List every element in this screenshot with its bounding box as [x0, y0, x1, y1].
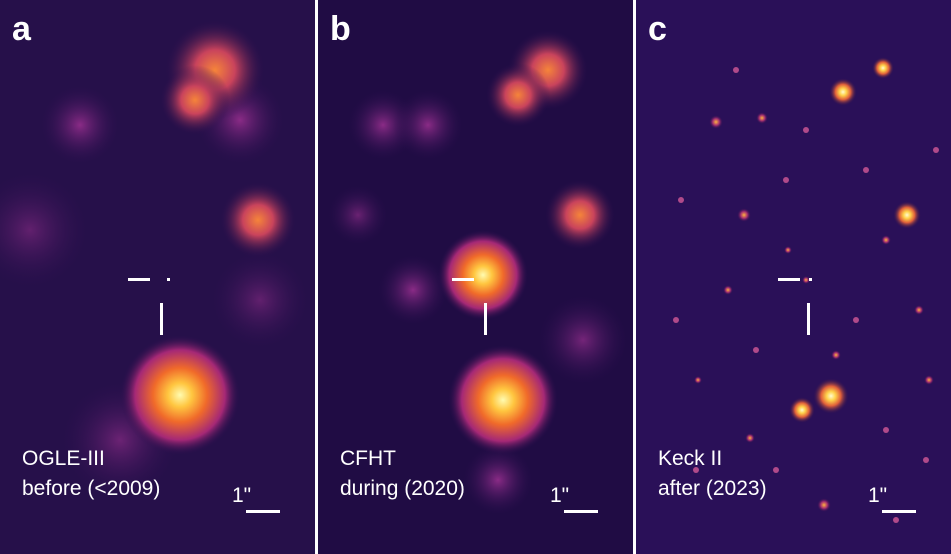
panel-letter-b: b	[330, 10, 351, 48]
scale-bar-a	[246, 510, 280, 513]
scale-label-b: 1"	[550, 484, 570, 507]
instrument-label-a: OGLE-III	[22, 447, 105, 470]
panel-caption-c: Keck II after (2023)	[658, 444, 767, 504]
instrument-label-b: CFHT	[340, 447, 396, 470]
panel-caption-b: CFHT during (2020)	[340, 444, 465, 504]
scale-bar-c	[882, 510, 916, 513]
panel-b-cfht: b CFHT during (2020) 1"	[318, 0, 633, 554]
scale-label-c: 1"	[868, 484, 888, 507]
cfht-image	[318, 0, 633, 554]
panel-letter-a: a	[12, 10, 31, 48]
epoch-label-a: before (<2009)	[22, 477, 161, 500]
keck-ii-image	[636, 0, 951, 554]
panel-caption-a: OGLE-III before (<2009)	[22, 444, 160, 504]
scale-bar-b	[564, 510, 598, 513]
instrument-label-c: Keck II	[658, 447, 723, 470]
panel-letter-c: c	[648, 10, 667, 48]
epoch-label-b: during (2020)	[340, 477, 465, 500]
scale-label-a: 1"	[232, 484, 252, 507]
ogle-iii-image	[0, 0, 315, 554]
panel-c-keck-ii: c Keck II after (2023) 1"	[636, 0, 951, 554]
epoch-label-c: after (2023)	[658, 477, 767, 500]
panel-a-ogle-iii: a OGLE-III before (<2009) 1"	[0, 0, 315, 554]
